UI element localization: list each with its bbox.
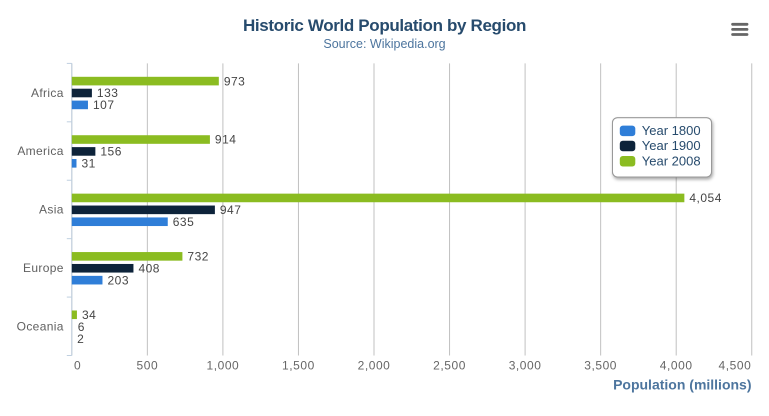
svg-text:America: America: [17, 144, 63, 158]
svg-text:107: 107: [93, 98, 115, 112]
svg-text:0: 0: [74, 358, 81, 372]
svg-text:Year 2008: Year 2008: [642, 153, 701, 168]
svg-text:Population (millions): Population (millions): [613, 377, 751, 393]
svg-text:408: 408: [138, 261, 160, 275]
svg-text:4,000: 4,000: [660, 358, 693, 372]
svg-text:947: 947: [220, 203, 242, 217]
svg-text:Year 1800: Year 1800: [642, 123, 701, 138]
svg-text:203: 203: [107, 273, 129, 287]
svg-text:Source: Wikipedia.org: Source: Wikipedia.org: [323, 37, 445, 51]
svg-text:2: 2: [77, 332, 84, 346]
svg-text:3,000: 3,000: [509, 358, 542, 372]
svg-text:Africa: Africa: [31, 86, 64, 100]
svg-text:34: 34: [82, 308, 96, 322]
svg-text:Oceania: Oceania: [17, 319, 64, 333]
svg-text:Asia: Asia: [39, 203, 64, 217]
svg-text:732: 732: [187, 250, 209, 264]
svg-text:31: 31: [81, 157, 95, 171]
svg-text:Europe: Europe: [23, 261, 64, 275]
svg-text:156: 156: [100, 145, 122, 159]
svg-text:Year 1900: Year 1900: [642, 138, 701, 153]
svg-text:133: 133: [97, 86, 119, 100]
svg-text:2,500: 2,500: [433, 358, 466, 372]
svg-text:4,500: 4,500: [719, 358, 752, 372]
svg-text:2,000: 2,000: [358, 358, 391, 372]
svg-text:973: 973: [224, 74, 246, 88]
svg-text:4,054: 4,054: [689, 191, 722, 205]
svg-text:1,000: 1,000: [207, 358, 240, 372]
svg-text:3,500: 3,500: [584, 358, 617, 372]
svg-text:635: 635: [173, 215, 195, 229]
svg-text:6: 6: [78, 320, 85, 334]
svg-text:1,500: 1,500: [282, 358, 315, 372]
svg-text:Historic World Population by R: Historic World Population by Region: [243, 16, 526, 35]
svg-text:500: 500: [137, 358, 159, 372]
svg-text:914: 914: [215, 133, 237, 147]
